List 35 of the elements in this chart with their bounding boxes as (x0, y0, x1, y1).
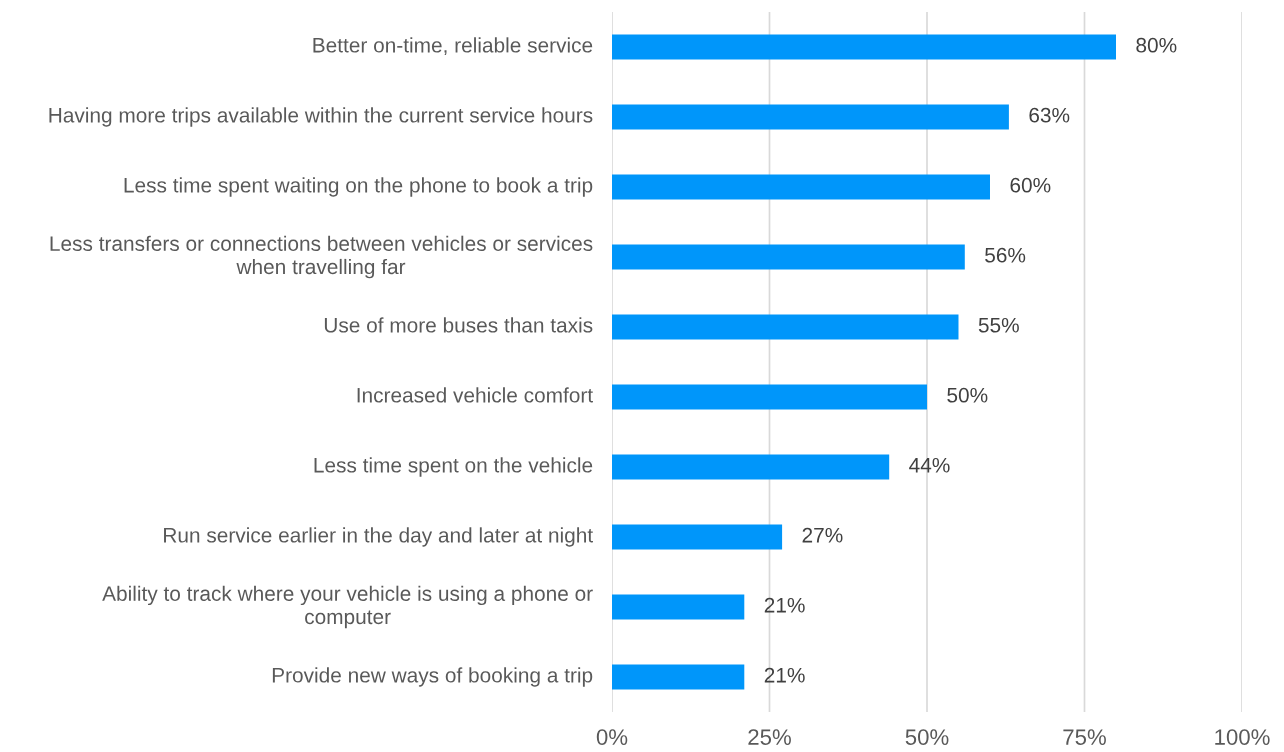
y-tick-label: Use of more buses than taxis (324, 317, 593, 333)
data-label: 50% (947, 387, 988, 403)
y-tick-label: Less time spent waiting on the phone to book a trip (124, 177, 593, 197)
data-label: 21% (764, 667, 805, 683)
data-label: 56% (985, 247, 1026, 263)
data-label: 21% (764, 597, 805, 613)
bar (612, 174, 990, 200)
bar (612, 454, 890, 480)
data-label: 44% (909, 457, 950, 473)
data-label: 27% (802, 527, 843, 543)
x-tick-label: 100% (1215, 729, 1270, 745)
bar (612, 314, 959, 340)
data-label: 55% (978, 317, 1019, 333)
bar (612, 34, 1116, 60)
y-tick-label: Better on-time, reliable service (313, 37, 593, 56)
bar (612, 594, 745, 620)
bar (612, 664, 745, 690)
y-tick-label: Ability to track where your vehicle is using a phone or computer (102, 585, 593, 629)
bar (612, 104, 1009, 130)
bar (612, 244, 965, 270)
y-tick-label: Less transfers or connections between vehicles or services when travelling far (50, 235, 593, 279)
data-label: 63% (1029, 107, 1070, 123)
x-tick-label: 25% (748, 729, 791, 745)
data-label: 60% (1010, 177, 1051, 193)
y-tick-label: Having more trips available within the current service hours (49, 107, 593, 127)
data-label: 80% (1136, 37, 1177, 53)
x-tick-label: 0% (596, 729, 628, 745)
bar (612, 384, 927, 410)
y-tick-label: Increased vehicle comfort (357, 387, 593, 403)
y-tick-label: Run service earlier in the day and later at night (164, 527, 593, 547)
bar (612, 524, 783, 550)
y-tick-label: Less time spent on the vehicle (314, 457, 593, 477)
x-tick-label: 75% (1063, 729, 1106, 745)
x-tick-label: 50% (905, 729, 949, 745)
y-tick-label: Provide new ways of booking a trip (272, 667, 593, 687)
